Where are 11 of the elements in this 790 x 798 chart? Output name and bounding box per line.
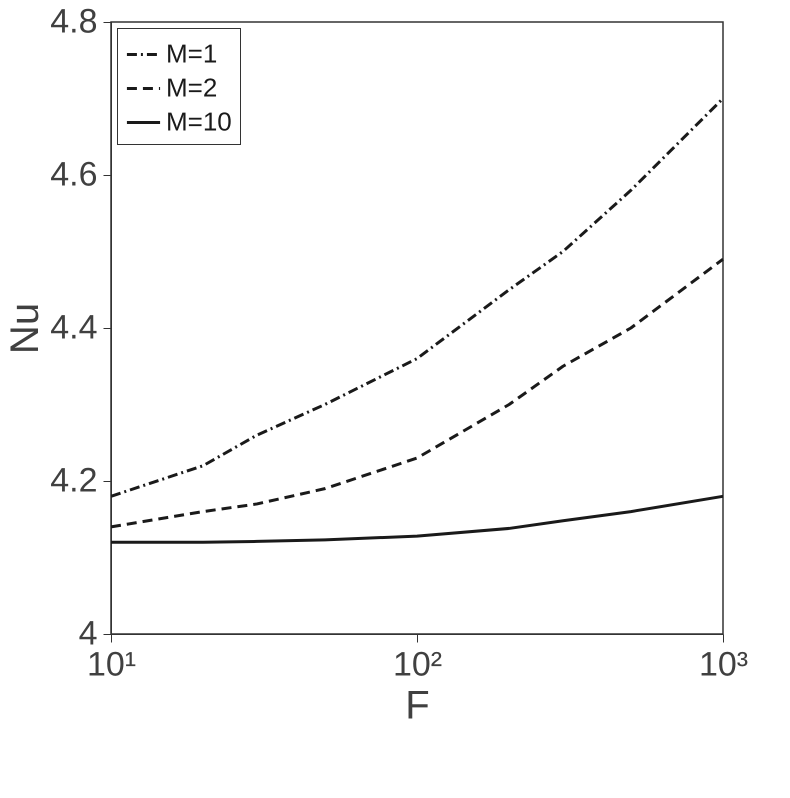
x-axis-title: F [405,684,430,728]
legend-label: M=2 [166,72,218,102]
y-tick-label: 4.2 [50,462,98,500]
legend-label: M=10 [166,106,232,136]
x-tick-label: 10³ [698,646,748,684]
legend-label: M=1 [166,38,218,68]
y-tick-label: 4.8 [50,2,98,40]
y-tick-label: 4.4 [50,308,98,346]
y-tick-label: 4.6 [50,156,98,194]
x-tick-label: 10² [392,646,442,684]
y-axis-title: Nu [3,302,48,354]
